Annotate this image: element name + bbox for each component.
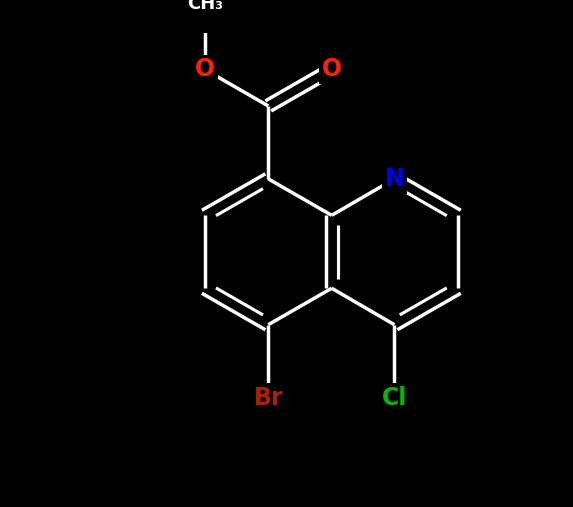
Text: CH₃: CH₃ xyxy=(187,0,223,13)
Text: Br: Br xyxy=(253,386,283,410)
Text: Cl: Cl xyxy=(382,386,407,410)
Text: O: O xyxy=(321,57,342,82)
Text: N: N xyxy=(384,167,405,191)
Text: O: O xyxy=(195,57,215,82)
